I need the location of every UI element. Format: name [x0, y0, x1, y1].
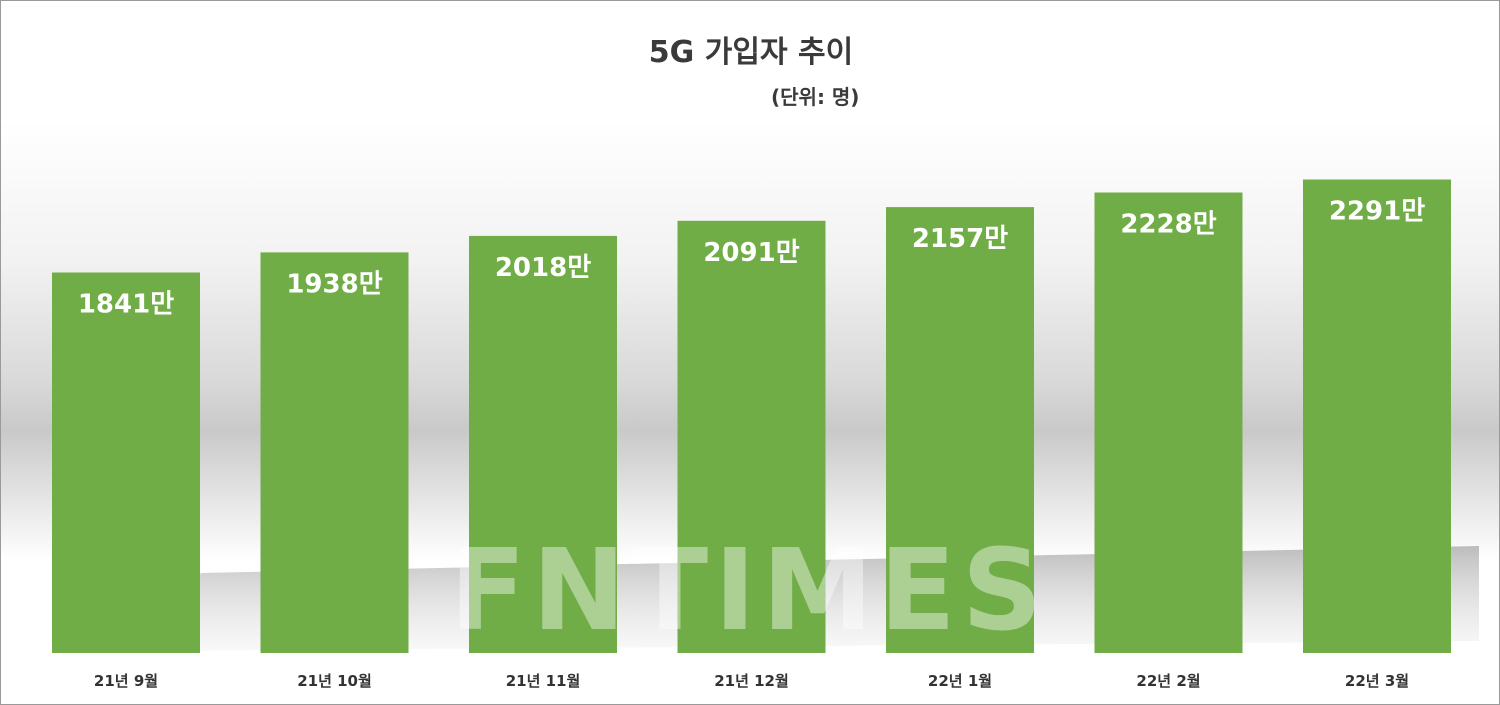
- bar-4: [677, 220, 826, 654]
- x-tick-label-5: 22년 1월: [928, 672, 992, 690]
- x-tick-label-4: 21년 12월: [714, 672, 789, 690]
- x-tick-label-7: 22년 3월: [1345, 672, 1409, 690]
- bar-6: [1094, 192, 1243, 653]
- data-label-group: 1841만 1938만 2018만 2091만 2157만 2228만 2291만: [78, 197, 1425, 320]
- bar-2: [260, 252, 409, 653]
- fntimes-watermark: FNTIMES: [450, 526, 1049, 656]
- bar-1: [52, 272, 200, 653]
- x-tick-group: 21년 9월 21년 10월 21년 11월 21년 12월 22년 1월 22년 2월 2…: [94, 672, 1409, 690]
- data-label-1: 1841만: [78, 290, 174, 320]
- x-tick-label-1: 21년 9월: [94, 672, 158, 690]
- data-label-3: 2018만: [495, 253, 591, 283]
- bar-5: [886, 207, 1034, 653]
- data-label-4: 2091만: [703, 238, 799, 268]
- data-label-7: 2291만: [1329, 197, 1425, 227]
- data-label-6: 2228만: [1120, 210, 1216, 240]
- data-label-2: 1938만: [286, 269, 382, 299]
- data-label-5: 2157만: [912, 224, 1008, 254]
- bar-group: [52, 179, 1451, 654]
- x-tick-label-6: 22년 2월: [1136, 672, 1200, 690]
- x-tick-label-2: 21년 10월: [297, 672, 372, 690]
- x-tick-label-3: 21년 11월: [506, 672, 581, 690]
- bar-3: [469, 235, 617, 653]
- chart-title: 5G 가입자 추이: [648, 35, 854, 70]
- bar-7: [1303, 179, 1451, 653]
- chart-unit-subtitle: (단위: 명): [771, 85, 860, 109]
